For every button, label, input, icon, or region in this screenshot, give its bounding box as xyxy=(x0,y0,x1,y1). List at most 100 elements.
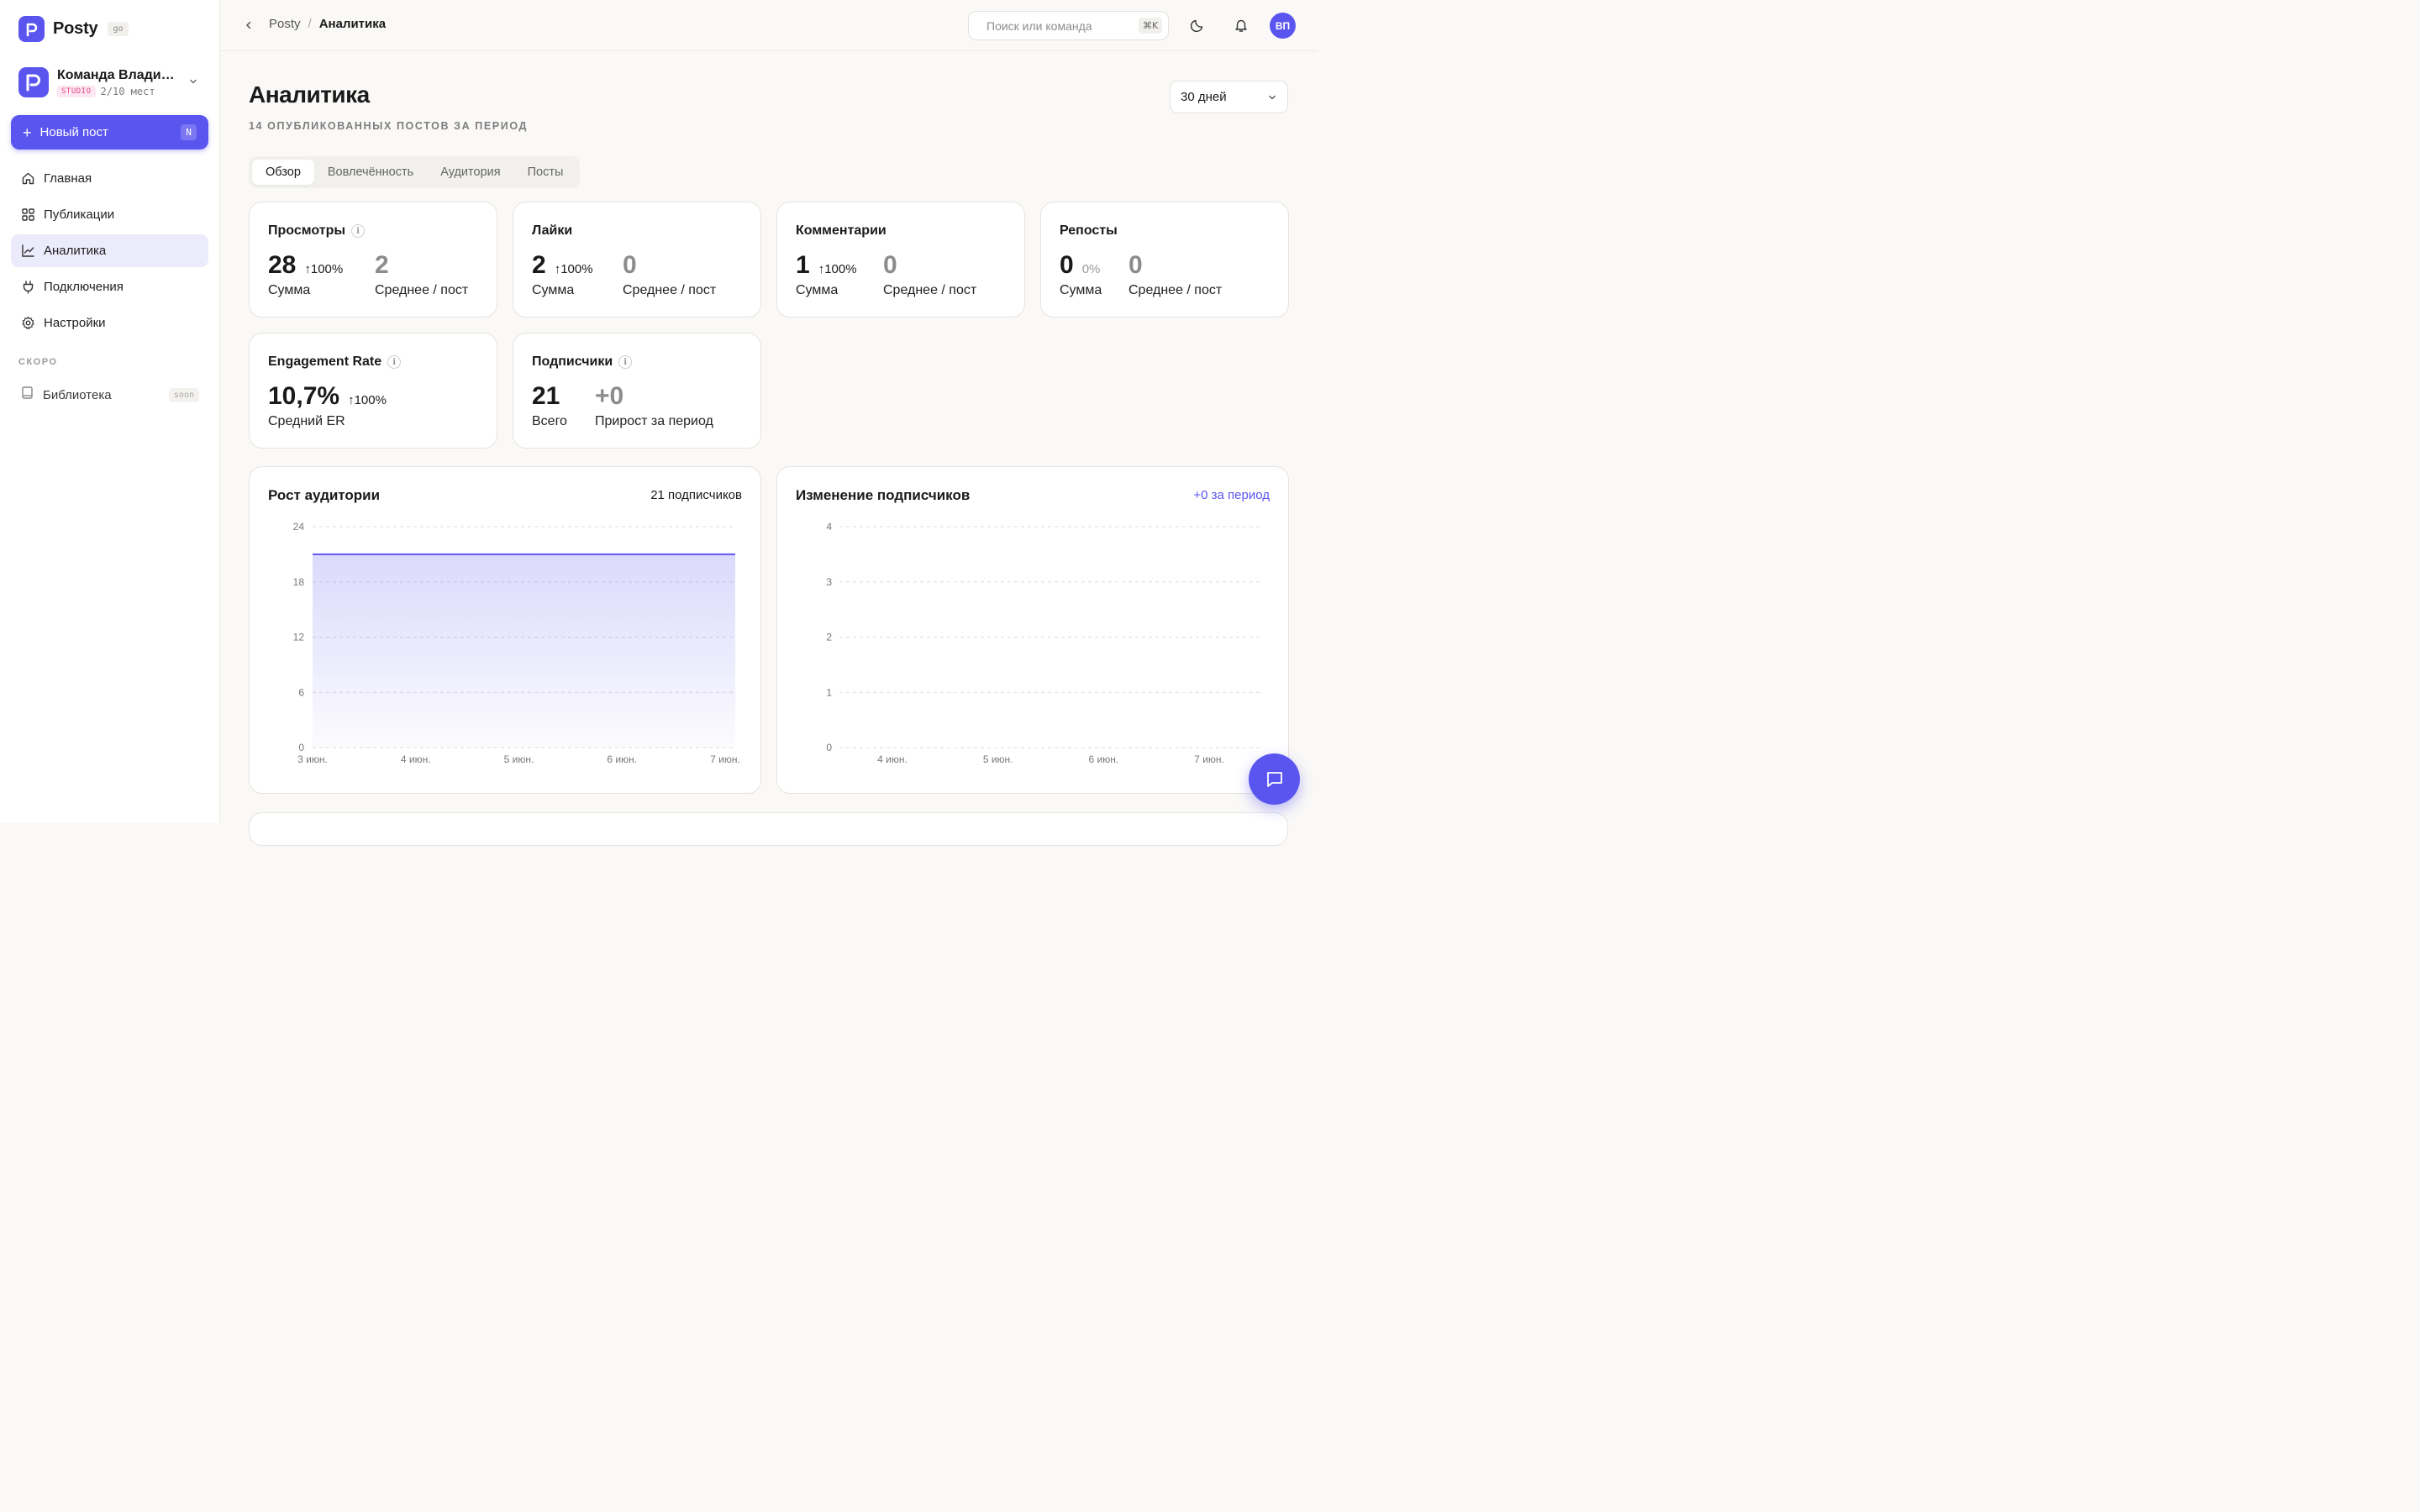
audience-growth-chart: 24 18 12 6 03 июн. 4 июн. 5 июн. 6 июн. 7 июн. xyxy=(293,521,740,765)
team-logo-icon xyxy=(18,67,49,97)
arrow-up-icon: ↑ xyxy=(304,262,311,276)
arrow-up-icon: ↑ xyxy=(818,262,825,276)
sidebar-item-home[interactable]: Главная xyxy=(11,162,208,195)
reposts-sum: 0 xyxy=(1060,251,1074,279)
theme-toggle-button[interactable] xyxy=(1187,15,1207,35)
analytics-tabs: Обзор Вовлечённость Аудитория Посты xyxy=(249,156,581,188)
sidebar-item-label: Главная xyxy=(44,171,92,186)
likes-card: Лайки 2 ↑100% Сумма 0 Среднее / пост xyxy=(513,202,761,318)
views-title: Просмотры xyxy=(268,223,346,238)
x-tick-label: 5 июн. xyxy=(504,753,534,765)
subscribers-growth-label: Прирост за период xyxy=(595,414,713,428)
comments-avg: 0 xyxy=(883,251,897,279)
views-delta: ↑100% xyxy=(304,262,343,276)
home-icon xyxy=(20,171,35,186)
team-plan-badge: STUDIO xyxy=(57,85,96,97)
tab-posts[interactable]: Посты xyxy=(527,165,564,179)
audience-growth-meta: 21 подписчиков xyxy=(650,488,742,502)
y-tick-label: 6 xyxy=(298,686,304,698)
back-button[interactable] xyxy=(240,17,257,34)
page-subtitle: 14 ОПУБЛИКОВАННЫХ ПОСТОВ ЗА ПЕРИОД xyxy=(249,120,528,132)
arrow-up-icon: ↑ xyxy=(348,393,355,407)
reposts-delta: 0% xyxy=(1081,262,1101,276)
comments-sum: 1 xyxy=(796,251,810,279)
reposts-avg-label: Среднее / пост xyxy=(1128,283,1223,297)
plug-icon xyxy=(20,280,35,295)
tab-engagement[interactable]: Вовлечённость xyxy=(327,165,414,179)
views-avg: 2 xyxy=(375,251,389,279)
book-icon xyxy=(20,386,34,404)
new-post-button[interactable]: + Новый пост N xyxy=(11,115,208,150)
audience-growth-card: Рост аудитории 21 подписчиков 24 18 12 6 0 3 … xyxy=(249,466,761,794)
new-post-shortcut: N xyxy=(181,124,197,140)
sidebar-item-library: Библиотека soon xyxy=(11,379,208,411)
breadcrumb-root[interactable]: Posty xyxy=(269,17,301,31)
arrow-up-icon: ↑ xyxy=(554,262,561,276)
subscriber-change-chart: 4 3 2 1 0 4 июн. 5 июн. 6 июн. 7 июн. xyxy=(826,521,1261,765)
sidebar-item-label: Настройки xyxy=(44,316,106,330)
tab-audience[interactable]: Аудитория xyxy=(440,165,501,179)
sidebar-item-label: Подключения xyxy=(44,280,124,294)
x-tick-label: 4 июн. xyxy=(877,753,908,765)
reposts-card: Репосты 0 0% Сумма 0 Среднее / пост xyxy=(1040,202,1289,318)
period-select[interactable]: 30 дней xyxy=(1170,81,1288,113)
chat-button[interactable] xyxy=(1249,753,1300,805)
audience-growth-title: Рост аудитории xyxy=(268,487,381,503)
y-tick-label: 0 xyxy=(298,742,304,753)
comments-card: Комментарии 1 ↑100% Сумма 0 Среднее / пос… xyxy=(776,202,1025,318)
topbar: Posty / Аналитика ⌘K ВП xyxy=(220,0,1318,51)
subscribers-total: 21 xyxy=(532,382,560,410)
chevron-down-icon xyxy=(1269,95,1276,99)
chart-line-icon xyxy=(20,244,35,259)
y-tick-label: 12 xyxy=(293,632,305,643)
new-post-label: Новый пост xyxy=(39,125,108,139)
views-sum-label: Сумма xyxy=(268,283,311,297)
page-title: Аналитика xyxy=(249,81,370,108)
chevron-left-icon xyxy=(246,21,251,29)
reposts-avg: 0 xyxy=(1128,251,1143,279)
sidebar-item-settings[interactable]: Настройки xyxy=(11,307,208,339)
sidebar-nav: Главная Публикации Аналитика Подключения… xyxy=(11,162,208,343)
search-box[interactable]: ⌘K xyxy=(968,11,1169,40)
team-switcher[interactable]: Команда Владимира STUDIO 2/10 мест xyxy=(18,66,208,99)
subscribers-card: Подписчики i 21 Всего +0 Прирост за пери… xyxy=(513,333,761,449)
reposts-title: Репосты xyxy=(1060,223,1118,238)
chat-icon xyxy=(1266,771,1282,787)
moon-icon xyxy=(1190,19,1203,33)
likes-sum: 2 xyxy=(532,251,546,279)
notifications-button[interactable] xyxy=(1231,15,1251,35)
sidebar-item-publications[interactable]: Публикации xyxy=(11,198,208,231)
engagement-delta-value: 100% xyxy=(354,393,387,407)
info-icon[interactable]: i xyxy=(351,224,366,238)
series-area xyxy=(313,554,735,748)
bottom-card xyxy=(249,812,1288,846)
search-shortcut: ⌘K xyxy=(1139,18,1163,34)
engagement-value: 10,7% xyxy=(268,382,340,410)
likes-avg-label: Среднее / пост xyxy=(623,283,717,297)
posty-logo-icon xyxy=(18,16,45,42)
x-tick-label: 7 июн. xyxy=(1194,753,1224,765)
chevron-down-icon xyxy=(188,76,198,91)
brand[interactable]: Posty go xyxy=(18,16,129,42)
subscriber-change-title: Изменение подписчиков xyxy=(796,487,971,503)
reposts-sum-label: Сумма xyxy=(1060,283,1102,297)
info-icon[interactable]: i xyxy=(618,355,633,369)
bell-icon xyxy=(1235,19,1247,32)
y-tick-label: 3 xyxy=(826,576,832,588)
y-tick-label: 2 xyxy=(826,632,832,643)
soon-section-heading: СКОРО xyxy=(18,357,58,367)
period-value: 30 дней xyxy=(1181,90,1227,104)
y-tick-label: 0 xyxy=(826,742,832,753)
info-icon[interactable]: i xyxy=(387,355,402,369)
team-name: Команда Владимира xyxy=(57,67,176,82)
sidebar-item-connections[interactable]: Подключения xyxy=(11,270,208,303)
views-avg-label: Среднее / пост xyxy=(375,283,469,297)
x-tick-label: 5 июн. xyxy=(983,753,1013,765)
engagement-label: Средний ER xyxy=(268,414,345,428)
views-card: Просмотры i 28 ↑100% Сумма 2 Среднее / по… xyxy=(249,202,497,318)
plan-badge: go xyxy=(108,22,129,36)
sidebar-item-analytics[interactable]: Аналитика xyxy=(11,234,208,267)
tab-overview[interactable]: Обзор xyxy=(252,160,314,185)
avatar[interactable]: ВП xyxy=(1270,13,1296,39)
search-input[interactable] xyxy=(986,18,1139,33)
